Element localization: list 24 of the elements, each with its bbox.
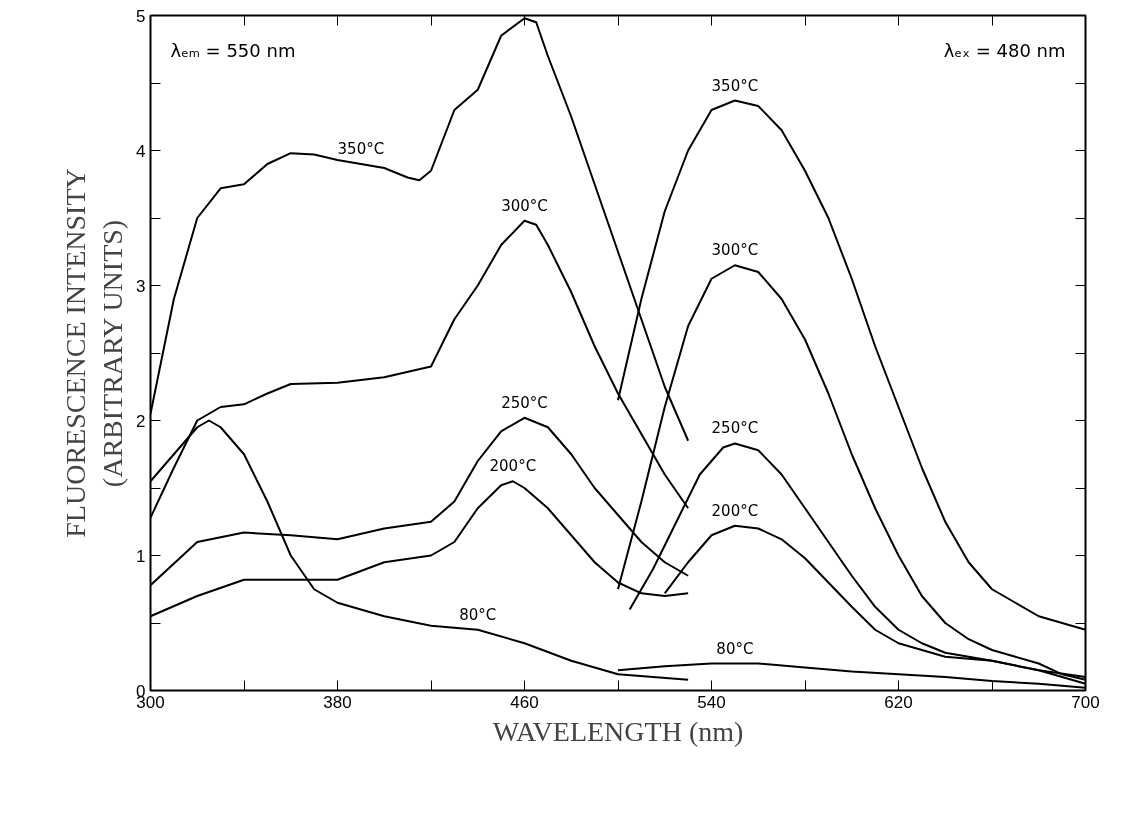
annotation: 80°C (459, 605, 497, 624)
annotation: 350°C (337, 140, 385, 158)
x-tick-label: 620 (884, 692, 913, 712)
annotation: 250°C (711, 419, 759, 438)
annotation: λₑₓ = 480 nm (943, 39, 1066, 61)
y-tick-label: 2 (136, 411, 146, 431)
y-tick-label: 4 (136, 141, 146, 161)
annotation: 250°C (501, 393, 548, 412)
annotation: 200°C (489, 457, 537, 476)
annotation: 300°C (501, 196, 548, 215)
annotation: 80°C (716, 639, 754, 658)
annotation: 300°C (711, 241, 759, 260)
y-tick-label: 1 (136, 546, 146, 566)
y-tick-label: 5 (136, 6, 146, 26)
annotation: λₑₘ = 550 nm (170, 39, 296, 61)
x-tick-label: 700 (1071, 692, 1100, 712)
y-axis-title: FLUORESCENCE INTENSITY (ARBITRARY UNITS) (59, 168, 129, 538)
annotation: 350°C (711, 76, 759, 95)
annotation: 200°C (711, 501, 759, 520)
x-tick-label: 460 (510, 692, 539, 712)
y-tick-label: 3 (136, 276, 146, 296)
x-axis-title: WAVELENGTH (nm) (492, 715, 744, 747)
x-tick-label: 380 (323, 692, 352, 712)
x-tick-label: 540 (697, 692, 726, 712)
